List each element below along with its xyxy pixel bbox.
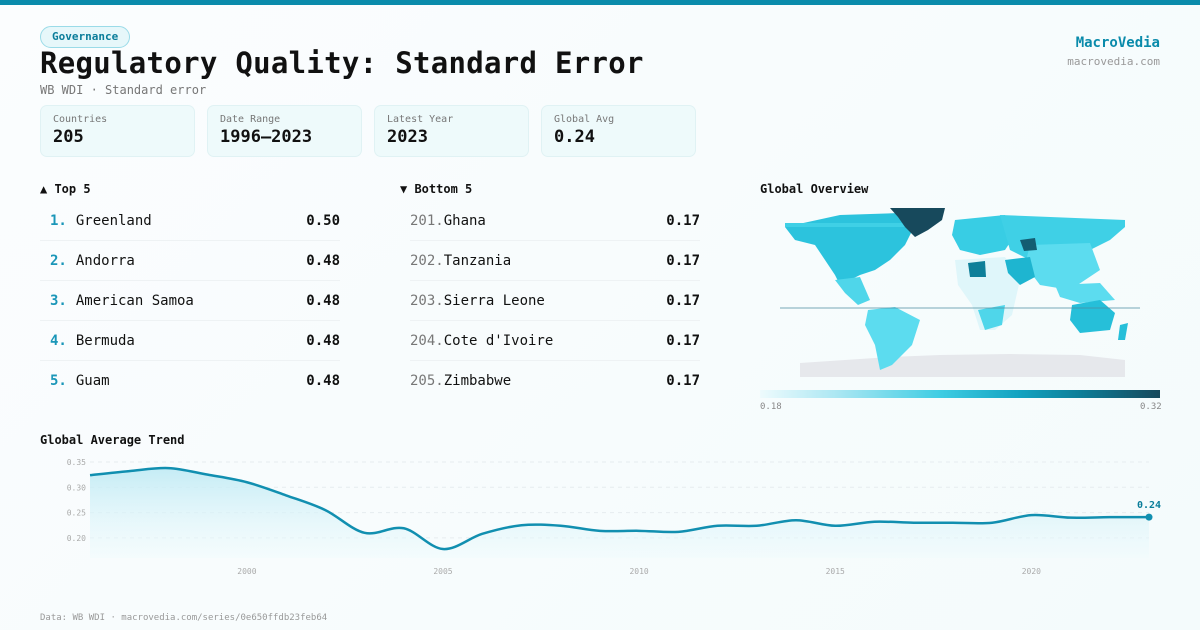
list-item[interactable]: 201.Ghana 0.17 — [410, 201, 700, 241]
x-tick-label: 2020 — [1022, 567, 1041, 576]
brand-logo[interactable]: MacroVedia — [1075, 35, 1160, 51]
last-point-label: 0.24 — [1137, 500, 1161, 511]
rank: 2. — [50, 252, 67, 269]
x-tick-label: 2015 — [826, 567, 845, 576]
trend-area — [90, 467, 1149, 558]
footer-source: Data: WB WDI · macrovedia.com/series/0e6… — [40, 613, 328, 623]
list-item[interactable]: 2. Andorra 0.48 — [40, 241, 340, 281]
stat-value: 1996–2023 — [220, 127, 313, 147]
stats-row: Countries 205 Date Range 1996–2023 Lates… — [40, 105, 696, 157]
top5-heading: ▲ Top 5 — [40, 182, 91, 196]
rank: 5. — [50, 373, 67, 389]
value: 0.48 — [306, 332, 340, 349]
top5-list: 1. Greenland 0.50 2. Andorra 0.48 3. Americ… — [40, 201, 340, 401]
list-item[interactable]: 3. American Samoa 0.48 — [40, 281, 340, 321]
top-accent-bar — [0, 0, 1200, 5]
map-title: Global Overview — [760, 182, 869, 196]
category-badge[interactable]: Governance — [40, 26, 131, 48]
stat-label: Latest Year — [387, 114, 454, 125]
value: 0.17 — [666, 252, 700, 269]
y-tick-label: 0.30 — [67, 483, 86, 492]
country-name: Zimbabwe — [443, 373, 512, 389]
list-item[interactable]: 4. Bermuda 0.48 — [40, 321, 340, 361]
country-name: American Samoa — [75, 292, 194, 309]
global-average-trend-chart[interactable]: 0.20 0.25 0.30 0.35 0.24 2000 2005 2010 2015 20… — [0, 450, 1200, 585]
legend-max-label: 0.32 — [1140, 402, 1162, 412]
page-title: Regulatory Quality: Standard Error — [40, 46, 644, 80]
page-subtitle: WB WDI · Standard error — [40, 83, 207, 97]
country-name: Cote d'Ivoire — [443, 332, 554, 349]
y-tick-label: 0.20 — [67, 534, 86, 543]
country-name: Andorra — [75, 252, 135, 269]
stat-date-range: Date Range 1996–2023 — [207, 105, 362, 157]
legend-min-label: 0.18 — [760, 402, 782, 412]
country-name: Bermuda — [75, 332, 135, 349]
list-item[interactable]: 1. Greenland 0.50 — [40, 201, 340, 241]
list-item[interactable]: 203.Sierra Leone 0.17 — [410, 281, 700, 321]
stat-value: 2023 — [387, 127, 428, 147]
y-tick-label: 0.35 — [67, 458, 86, 467]
x-tick-label: 2010 — [629, 567, 648, 576]
bottom5-list: 201.Ghana 0.17 202.Tanzania 0.17 203.Sie… — [410, 201, 700, 401]
trend-title: Global Average Trend — [40, 433, 185, 447]
trend-line — [89, 466, 1150, 551]
stat-label: Countries — [53, 114, 108, 125]
x-tick-label: 2005 — [433, 567, 452, 576]
country-name: Ghana — [443, 212, 486, 229]
value: 0.48 — [306, 292, 340, 309]
value: 0.50 — [306, 212, 340, 229]
stat-label: Date Range — [220, 114, 281, 125]
rank: 3. — [50, 292, 67, 309]
value: 0.17 — [666, 332, 700, 349]
list-item[interactable]: 5. Guam 0.48 — [40, 361, 340, 401]
value: 0.48 — [306, 252, 340, 269]
value: 0.17 — [666, 212, 700, 229]
y-tick-label: 0.25 — [67, 509, 86, 518]
brand-url[interactable]: macrovedia.com — [1067, 55, 1160, 68]
country-name: Greenland — [75, 212, 152, 229]
rank: 205. — [410, 373, 444, 389]
rank: 4. — [50, 332, 67, 349]
stat-latest-year: Latest Year 2023 — [374, 105, 529, 157]
country-name: Sierra Leone — [443, 292, 545, 309]
stat-global-avg: Global Avg 0.24 — [541, 105, 696, 157]
value: 0.17 — [666, 292, 700, 309]
map-color-legend — [760, 390, 1160, 398]
value: 0.48 — [306, 373, 340, 389]
rank: 201. — [410, 212, 444, 229]
rank: 204. — [410, 332, 444, 349]
stat-label: Global Avg — [554, 114, 615, 125]
rank: 203. — [410, 292, 444, 309]
world-choropleth-map[interactable] — [780, 205, 1140, 380]
stat-countries: Countries 205 — [40, 105, 195, 157]
rank: 202. — [410, 252, 444, 269]
x-tick-label: 2000 — [237, 567, 256, 576]
country-name: Tanzania — [443, 252, 512, 269]
stat-value: 205 — [53, 127, 84, 147]
bottom5-heading: ▼ Bottom 5 — [400, 182, 473, 196]
list-item[interactable]: 205.Zimbabwe 0.17 — [410, 361, 700, 401]
country-name: Guam — [75, 373, 110, 389]
stat-value: 0.24 — [554, 127, 595, 147]
value: 0.17 — [666, 373, 700, 389]
rank: 1. — [50, 212, 67, 229]
list-item[interactable]: 204.Cote d'Ivoire 0.17 — [410, 321, 700, 361]
list-item[interactable]: 202.Tanzania 0.17 — [410, 241, 700, 281]
last-point-marker[interactable] — [1145, 513, 1153, 521]
